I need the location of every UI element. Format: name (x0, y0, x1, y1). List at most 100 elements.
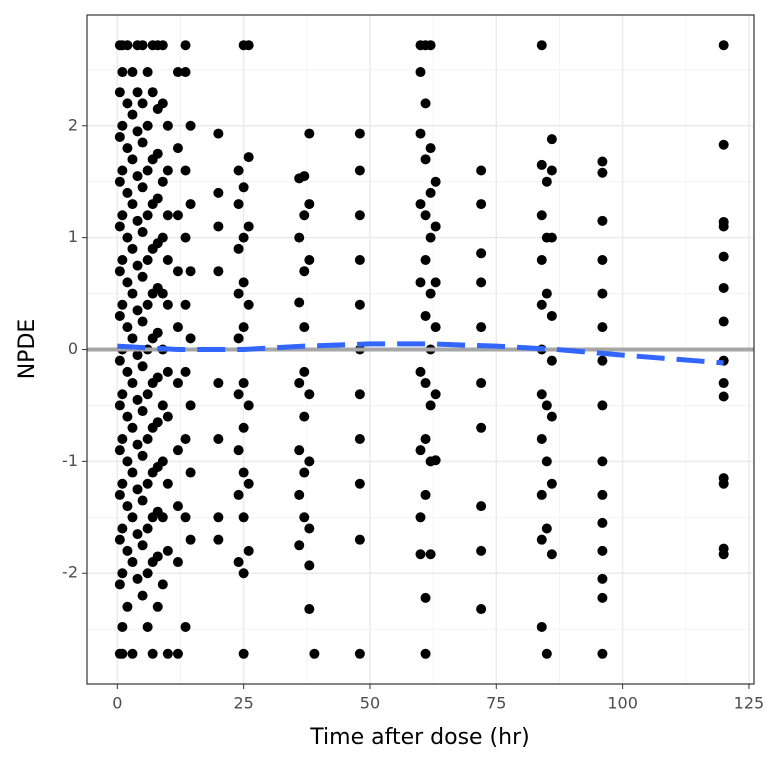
point (238, 378, 249, 389)
point (172, 648, 183, 659)
point (127, 288, 138, 299)
point (132, 439, 143, 450)
point (142, 621, 153, 632)
point (420, 310, 431, 321)
point (294, 445, 305, 456)
point (546, 310, 557, 321)
point (157, 40, 168, 51)
point (147, 87, 158, 98)
y-tick-label: -2 (62, 563, 78, 582)
point (304, 560, 315, 571)
point (117, 523, 128, 534)
point (114, 310, 125, 321)
point (238, 568, 249, 579)
point (172, 143, 183, 154)
point (415, 67, 426, 78)
point (354, 648, 365, 659)
point (597, 355, 608, 366)
point (180, 232, 191, 243)
point (546, 411, 557, 422)
point (157, 288, 168, 299)
y-tick-label: -1 (62, 451, 78, 470)
point (117, 67, 128, 78)
point (142, 210, 153, 221)
point (117, 568, 128, 579)
point (114, 176, 125, 187)
panel-border (86, 14, 755, 685)
point (185, 467, 196, 478)
point (430, 322, 441, 333)
point (597, 215, 608, 226)
y-tick-label: 0 (68, 339, 78, 358)
point (122, 98, 133, 109)
point (127, 243, 138, 254)
point (541, 288, 552, 299)
point (304, 199, 315, 210)
point (420, 433, 431, 444)
point (213, 221, 224, 232)
point (597, 545, 608, 556)
point (299, 366, 310, 377)
point (147, 648, 158, 659)
point (122, 411, 133, 422)
point (243, 299, 254, 310)
point (238, 648, 249, 659)
point (157, 579, 168, 590)
point (172, 378, 183, 389)
point (213, 378, 224, 389)
point (152, 327, 163, 338)
point (122, 545, 133, 556)
point (142, 299, 153, 310)
point (718, 549, 729, 560)
point (122, 322, 133, 333)
point (415, 366, 426, 377)
point (476, 322, 487, 333)
point (536, 210, 547, 221)
point (162, 366, 173, 377)
point (536, 433, 547, 444)
point (238, 422, 249, 433)
point (142, 523, 153, 534)
point (137, 182, 148, 193)
point (213, 512, 224, 523)
point (476, 248, 487, 259)
point (185, 120, 196, 131)
point (718, 391, 729, 402)
point (546, 355, 557, 366)
point (243, 221, 254, 232)
point (117, 299, 128, 310)
point (162, 255, 173, 266)
x-tick-label: 0 (112, 694, 122, 713)
point (304, 456, 315, 467)
point (127, 109, 138, 120)
point (425, 232, 436, 243)
point (718, 139, 729, 150)
point (354, 210, 365, 221)
point (132, 215, 143, 226)
point (304, 255, 315, 266)
point (117, 120, 128, 131)
point (354, 299, 365, 310)
point (152, 372, 163, 383)
point (718, 478, 729, 489)
point (476, 277, 487, 288)
point (152, 417, 163, 428)
point (122, 232, 133, 243)
point (127, 333, 138, 344)
point (122, 277, 133, 288)
point (114, 400, 125, 411)
point (420, 98, 431, 109)
point (162, 210, 173, 221)
point (157, 232, 168, 243)
point (180, 433, 191, 444)
point (122, 366, 133, 377)
point (233, 557, 244, 568)
point (142, 568, 153, 579)
point (180, 621, 191, 632)
point (162, 165, 173, 176)
point (127, 422, 138, 433)
point (152, 193, 163, 204)
point (137, 450, 148, 461)
point (597, 648, 608, 659)
point (425, 400, 436, 411)
